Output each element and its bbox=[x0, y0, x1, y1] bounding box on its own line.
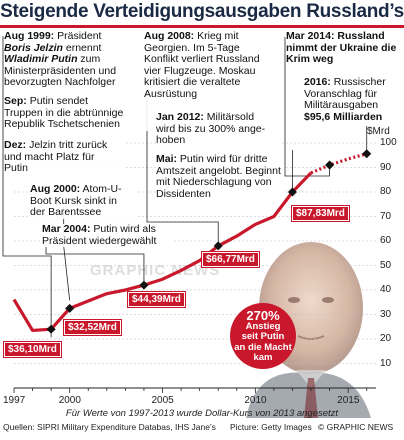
annotation-mar-2014: Mar 2014: Russland nimmt der Ukraine die… bbox=[286, 30, 402, 66]
series-line-solid bbox=[12, 171, 313, 333]
marker-2008 bbox=[213, 241, 223, 251]
callout-percent: 270% bbox=[246, 307, 280, 323]
x-axis bbox=[13, 387, 376, 393]
value-label-2013: $87,83Mrd bbox=[292, 206, 349, 221]
chart-series bbox=[12, 152, 368, 333]
annotation-2016: 2016: Russischer Voranschlag für Militär… bbox=[304, 76, 402, 123]
x-tick-2005: 2005 bbox=[151, 395, 174, 406]
copyright: © GRAPHIC NEWS bbox=[318, 422, 394, 432]
x-tick-2010: 2010 bbox=[244, 395, 267, 406]
annotation-aug-1999: Aug 1999: Präsident Boris Jelzin ernennt… bbox=[4, 30, 154, 89]
picture-credit: Picture: Getty Images bbox=[230, 422, 312, 432]
value-label-2000: $32,52Mrd bbox=[64, 320, 121, 335]
y-tick-20: 20 bbox=[380, 333, 392, 344]
leader-2004 bbox=[45, 240, 145, 286]
annotation-mar-2004: Mar 2004: Putin wird als Präsident wiede… bbox=[42, 223, 172, 247]
leader-2000 bbox=[63, 206, 71, 301]
marker-2014 bbox=[325, 160, 335, 170]
x-tick-2015: 2015 bbox=[337, 395, 360, 406]
y-tick-60: 60 bbox=[380, 235, 392, 246]
x-tick-1997: 1997 bbox=[3, 395, 26, 406]
y-tick-70: 70 bbox=[380, 210, 392, 222]
annotation-aug-2000: Aug 2000: Atom-U- Boot Kursk sinkt in de… bbox=[30, 183, 138, 219]
marker-2016 bbox=[362, 149, 372, 159]
marker-2004 bbox=[139, 280, 149, 290]
value-label-2005: $44,39Mrd bbox=[128, 292, 185, 307]
y-unit-label: $Mrd bbox=[367, 126, 390, 137]
y-tick-10: 10 bbox=[380, 357, 392, 369]
y-tick-100: 100 bbox=[380, 137, 397, 148]
callout-line2: seit Putin bbox=[241, 331, 285, 342]
callout-line3: an die Macht bbox=[234, 341, 292, 353]
source: Quellen: SIPRI Military Expenditure Data… bbox=[3, 422, 216, 432]
annotation-mai-2012: Mai: Putin wird für dritte Amtszeit ange… bbox=[156, 153, 284, 200]
title-underline bbox=[0, 25, 404, 28]
callout-line1: Anstieg bbox=[245, 320, 281, 332]
footnote: Für Werte von 1997-2013 wurde Dollar-Kur… bbox=[65, 408, 339, 419]
y-tick-80: 80 bbox=[380, 186, 392, 197]
value-label-2010: $66,77Mrd bbox=[202, 252, 259, 267]
callout-line4: kam bbox=[253, 352, 273, 363]
annotation-sep-1999: Sep: Putin sendet Truppen in die abtrünn… bbox=[4, 95, 154, 131]
series-line-dotted bbox=[310, 152, 368, 175]
annotation-aug-2008: Aug 2008: Krieg mit Georgien. Im 5-Tage … bbox=[144, 30, 272, 100]
leader-1999 bbox=[2, 36, 52, 338]
annotation-dez-1999: Dez: Jelzin tritt zurück und macht Platz… bbox=[4, 139, 124, 175]
x-tick-2000: 2000 bbox=[58, 395, 81, 406]
annotation-jan-2012: Jan 2012: Militärsold wird bis zu 300% a… bbox=[156, 111, 280, 147]
page-title: Steigende Verteidigungsausgaben Russland… bbox=[0, 1, 404, 22]
y-tick-50: 50 bbox=[380, 259, 392, 271]
value-label-1997: $36,10Mrd bbox=[4, 342, 61, 357]
y-tick-90: 90 bbox=[380, 161, 392, 173]
y-tick-30: 30 bbox=[380, 308, 392, 320]
y-tick-40: 40 bbox=[380, 284, 392, 295]
growth-callout: 270% Anstieg seit Putin an die Macht kam bbox=[230, 303, 296, 369]
